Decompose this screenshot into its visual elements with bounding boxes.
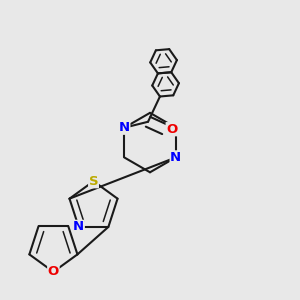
Text: O: O xyxy=(166,123,177,136)
Text: O: O xyxy=(48,266,59,278)
Text: N: N xyxy=(170,151,181,164)
Text: N: N xyxy=(119,121,130,134)
Text: N: N xyxy=(73,220,84,233)
Text: S: S xyxy=(89,175,98,188)
